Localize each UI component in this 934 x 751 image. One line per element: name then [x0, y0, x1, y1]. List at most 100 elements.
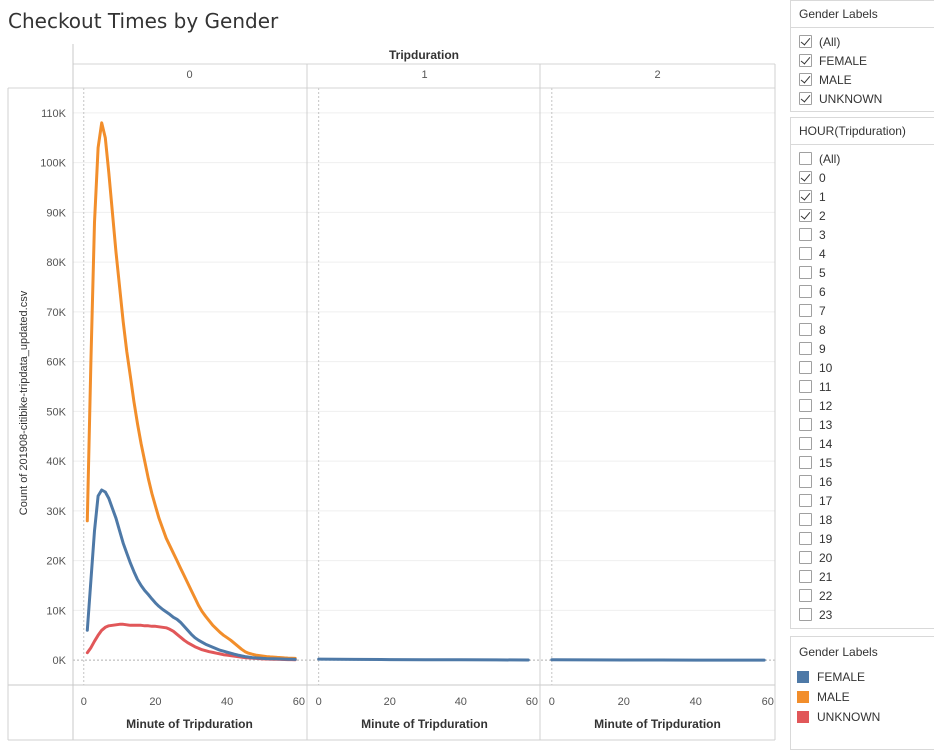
filter-item-label: 8: [819, 322, 826, 337]
checkbox-icon[interactable]: [799, 304, 812, 317]
x-tick-labels: 0 20 40 60 0 20 40 60 0 20 40 60: [81, 696, 774, 708]
checkbox-icon[interactable]: [799, 399, 812, 412]
hour-filter-item-all[interactable]: (All): [799, 149, 934, 168]
hour-filter-item-22[interactable]: 22: [799, 586, 934, 605]
series-line-female-facet-1[interactable]: [317, 657, 530, 662]
filter-item-label: 2: [819, 208, 826, 223]
hour-filter-panel: HOUR(Tripduration) (All) 0 1 2 3 4 5 6 7 8 9 10 11 12…: [790, 117, 934, 629]
checkbox-icon[interactable]: [799, 285, 812, 298]
checkbox-icon[interactable]: [799, 361, 812, 374]
chart-area: 0K 10K 20K 30K 40K 50K 60K 70K 80K 90K 100K 110K 0 2…: [7, 44, 776, 741]
filter-item-label: 6: [819, 284, 826, 299]
legend-swatch: [797, 711, 809, 723]
filter-item-label: MALE: [819, 72, 852, 87]
hour-filter-item-3[interactable]: 3: [799, 225, 934, 244]
filter-item-label: 17: [819, 493, 833, 508]
checkbox-icon[interactable]: [799, 35, 812, 48]
hour-filter-item-9[interactable]: 9: [799, 339, 934, 358]
checkbox-icon[interactable]: [799, 323, 812, 336]
checkbox-icon[interactable]: [799, 73, 812, 86]
hour-filter-item-15[interactable]: 15: [799, 453, 934, 472]
checkbox-icon[interactable]: [799, 551, 812, 564]
filter-item-label: 1: [819, 189, 826, 204]
checkbox-icon[interactable]: [799, 209, 812, 222]
checkbox-icon[interactable]: [799, 570, 812, 583]
hour-filter-item-10[interactable]: 10: [799, 358, 934, 377]
x-axis-title-1: Minute of Tripduration: [361, 717, 488, 731]
filter-item-label: 9: [819, 341, 826, 356]
filter-item-label: 7: [819, 303, 826, 318]
y-tick-label: 0K: [53, 655, 67, 667]
checkbox-icon[interactable]: [799, 589, 812, 602]
gender-filter-item-all[interactable]: (All): [799, 32, 934, 51]
x-axis-title-2: Minute of Tripduration: [594, 717, 721, 731]
y-tick-label: 30K: [46, 506, 66, 518]
gender-filter-item-unknown[interactable]: UNKNOWN: [799, 89, 934, 108]
page-title: Checkout Times by Gender: [8, 9, 279, 33]
checkbox-icon[interactable]: [799, 494, 812, 507]
series-line-female-facet-0[interactable]: [85, 488, 297, 661]
hour-filter-item-8[interactable]: 8: [799, 320, 934, 339]
checkbox-icon[interactable]: [799, 456, 812, 469]
hour-filter-item-13[interactable]: 13: [799, 415, 934, 434]
x-tick-label: 40: [455, 696, 467, 708]
hour-filter-item-6[interactable]: 6: [799, 282, 934, 301]
hour-filter-item-12[interactable]: 12: [799, 396, 934, 415]
series-line-unknown-facet-0[interactable]: [85, 622, 297, 662]
hour-filter-item-1[interactable]: 1: [799, 187, 934, 206]
checkbox-icon[interactable]: [799, 228, 812, 241]
facet-header-title: Tripduration: [389, 48, 459, 62]
checkbox-icon[interactable]: [799, 380, 812, 393]
y-tick-label: 10K: [46, 605, 66, 617]
hour-filter-item-7[interactable]: 7: [799, 301, 934, 320]
hour-filter-item-19[interactable]: 19: [799, 529, 934, 548]
hour-filter-item-23[interactable]: 23: [799, 605, 934, 624]
hour-filter-item-18[interactable]: 18: [799, 510, 934, 529]
x-axis-title-0: Minute of Tripduration: [126, 717, 253, 731]
filter-item-label: UNKNOWN: [819, 91, 883, 106]
filter-item-label: 0: [819, 170, 826, 185]
checkbox-icon[interactable]: [799, 92, 812, 105]
chart-frame: [7, 44, 776, 741]
y-tick-labels: 0K 10K 20K 30K 40K 50K 60K 70K 80K 90K 100K 110K: [40, 108, 66, 667]
hour-filter-item-20[interactable]: 20: [799, 548, 934, 567]
hour-filter-item-5[interactable]: 5: [799, 263, 934, 282]
checkbox-icon[interactable]: [799, 171, 812, 184]
series-line-male-facet-0[interactable]: [85, 121, 297, 660]
hour-filter-item-21[interactable]: 21: [799, 567, 934, 586]
checkbox-icon[interactable]: [799, 513, 812, 526]
checkbox-icon[interactable]: [799, 475, 812, 488]
checkbox-icon[interactable]: [799, 152, 812, 165]
legend-item-male[interactable]: MALE: [791, 687, 934, 707]
checkbox-icon[interactable]: [799, 437, 812, 450]
hour-filter-item-11[interactable]: 11: [799, 377, 934, 396]
filter-item-label: 13: [819, 417, 833, 432]
checkbox-icon[interactable]: [799, 532, 812, 545]
checkbox-icon[interactable]: [799, 190, 812, 203]
hour-filter-item-4[interactable]: 4: [799, 244, 934, 263]
checkbox-icon[interactable]: [799, 247, 812, 260]
hour-filter-item-2[interactable]: 2: [799, 206, 934, 225]
hour-filter-item-17[interactable]: 17: [799, 491, 934, 510]
gender-filter-item-female[interactable]: FEMALE: [799, 51, 934, 70]
checkbox-icon[interactable]: [799, 418, 812, 431]
filter-item-label: 14: [819, 436, 833, 451]
checkbox-icon[interactable]: [799, 266, 812, 279]
legend-item-unknown[interactable]: UNKNOWN: [791, 707, 934, 727]
gender-filter-panel: Gender Labels (All) FEMALE MALE UNKNOWN: [790, 0, 934, 112]
hour-filter-item-14[interactable]: 14: [799, 434, 934, 453]
x-tick-label: 60: [762, 696, 774, 708]
legend-item-female[interactable]: FEMALE: [791, 667, 934, 687]
hour-filter-item-16[interactable]: 16: [799, 472, 934, 491]
checkbox-icon[interactable]: [799, 54, 812, 67]
hour-filter-item-0[interactable]: 0: [799, 168, 934, 187]
gender-filter-item-male[interactable]: MALE: [799, 70, 934, 89]
legend-swatch: [797, 671, 809, 683]
color-legend-panel: Gender Labels FEMALE MALE UNKNOWN: [790, 636, 934, 750]
checkbox-icon[interactable]: [799, 608, 812, 621]
y-tick-label: 100K: [40, 158, 66, 170]
checkbox-icon[interactable]: [799, 342, 812, 355]
y-tick-label: 60K: [46, 357, 66, 369]
filter-item-label: 10: [819, 360, 833, 375]
x-tick-label: 0: [316, 696, 322, 708]
